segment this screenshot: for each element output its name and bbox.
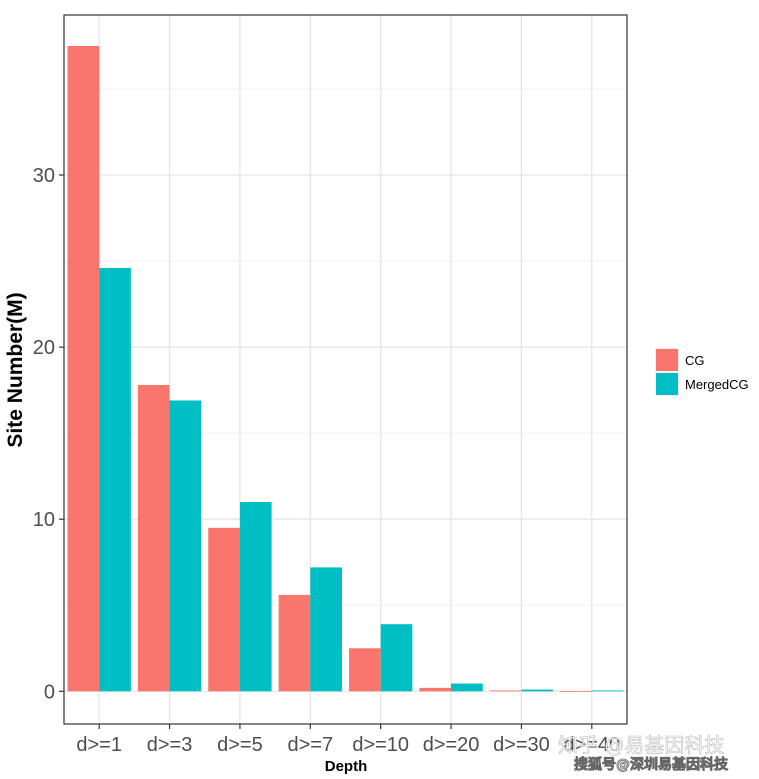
legend-key-mergedcg [656,373,678,395]
bar-mergedcg-6 [451,683,483,692]
x-tick-label: d>=40 [563,734,620,756]
bar-mergedcg-1 [99,267,131,692]
bar-cg-3 [208,527,240,692]
bars [67,45,624,692]
y-tick-label: 20 [33,337,55,359]
bar-cg-4 [278,594,311,692]
x-tick-label: d>=10 [352,734,409,756]
bar-cg-2 [137,384,170,692]
watermark: 知乎 @易基因科技 搜狐号@深圳易基因科技 [558,733,730,774]
bar-mergedcg-5 [380,624,413,692]
y-tick-label: 10 [33,509,55,531]
legend-label-cg: CG [685,353,705,368]
bar-cg-7 [489,690,522,692]
x-tick-label: d>=20 [423,734,480,756]
bar-cg-6 [419,687,452,692]
bar-cg-1 [67,45,100,692]
y-axis-title: Site Number(M) [4,292,27,447]
x-tick-label: d>=7 [288,734,334,756]
x-tick-label: d>=1 [76,734,122,756]
y-tick-label: 0 [44,681,55,703]
legend-key-cg [656,349,678,371]
bar-mergedcg-2 [169,400,202,692]
watermark-zhihu: 知乎 @易基因科技 [558,733,724,757]
bar-mergedcg-8 [591,690,624,692]
y-axis-ticks: 0 10 20 30 [33,165,64,703]
bar-mergedcg-3 [239,502,272,692]
bar-mergedcg-4 [310,567,342,692]
x-axis-title: Depth [325,758,368,775]
legend-label-mergedcg: MergedCG [685,377,749,392]
bar-cg-8 [560,690,592,692]
x-tick-label: d>=3 [147,734,193,756]
bar-cg-5 [349,648,381,692]
bar-mergedcg-7 [521,689,554,692]
legend: CG MergedCG [655,348,749,396]
y-tick-label: 30 [33,165,55,187]
panel-border [63,14,628,725]
x-axis-ticks: d>=1 d>=3 d>=5 d>=7 d>=10 d>=20 d>=30 d>=40 [76,724,620,756]
x-tick-label: d>=5 [217,734,263,756]
watermark-sohu: 搜狐号@深圳易基因科技 [574,756,729,773]
x-tick-label: d>=30 [493,734,550,756]
